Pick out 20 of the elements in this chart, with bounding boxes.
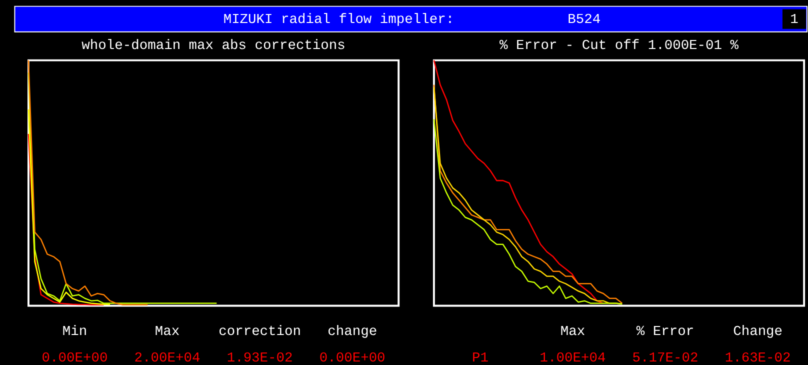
text: change (328, 325, 378, 340)
chart-title: whole-domain max abs corrections (82, 38, 346, 54)
text: Max (560, 325, 586, 340)
text: 2.00E+04 (134, 352, 200, 365)
text: 1.00E+04 (540, 352, 606, 365)
text: Max (154, 325, 180, 340)
text: B524 (568, 13, 601, 28)
text: Min (62, 325, 88, 340)
text: % Error (636, 325, 694, 340)
text: 5.17E-02 (632, 352, 698, 365)
text: P1 (472, 352, 488, 365)
text: Change (733, 325, 783, 340)
chart-title: % Error - Cut off 1.000E-01 % (499, 38, 740, 54)
text: correction (218, 325, 302, 340)
text: 0.00E+00 (319, 352, 386, 365)
text: 0.00E+00 (42, 352, 108, 365)
text: 1.63E-02 (724, 352, 791, 365)
text: MIZUKI radial flow impeller: (223, 13, 454, 28)
text: 1.93E-02 (226, 352, 293, 365)
text: 1 (790, 13, 798, 28)
